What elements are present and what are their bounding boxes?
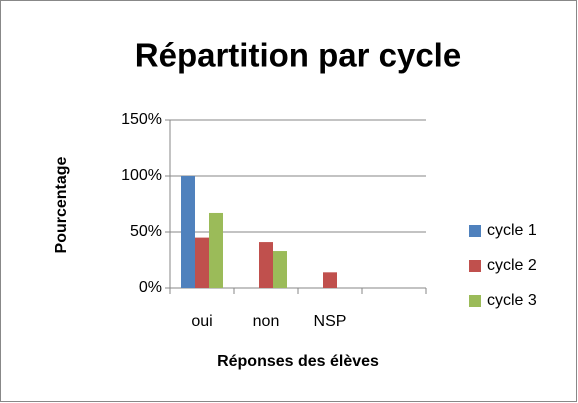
y-tick-label: 0% [139,279,162,296]
bar [195,237,209,288]
bar [323,272,337,288]
legend-swatch [469,295,481,307]
y-tick-label: 50% [130,223,162,240]
legend-swatch [469,225,481,237]
bar [181,176,195,288]
x-tick-label: NSP [314,313,347,330]
y-tick-label: 100% [121,167,162,184]
legend-label: cycle 2 [487,257,537,274]
chart-title: Répartition par cycle [135,37,461,74]
bar [209,212,223,288]
x-tick-label: oui [191,313,212,330]
bar [273,251,287,288]
legend-label: cycle 3 [487,292,537,309]
legend-label: cycle 1 [487,222,537,239]
x-axis-label: Réponses des élèves [217,353,379,370]
y-tick-label: 150% [121,111,162,128]
legend-swatch [469,260,481,272]
bar [259,242,273,288]
y-axis-label: Pourcentage [53,156,70,253]
x-tick-label: non [253,313,280,330]
